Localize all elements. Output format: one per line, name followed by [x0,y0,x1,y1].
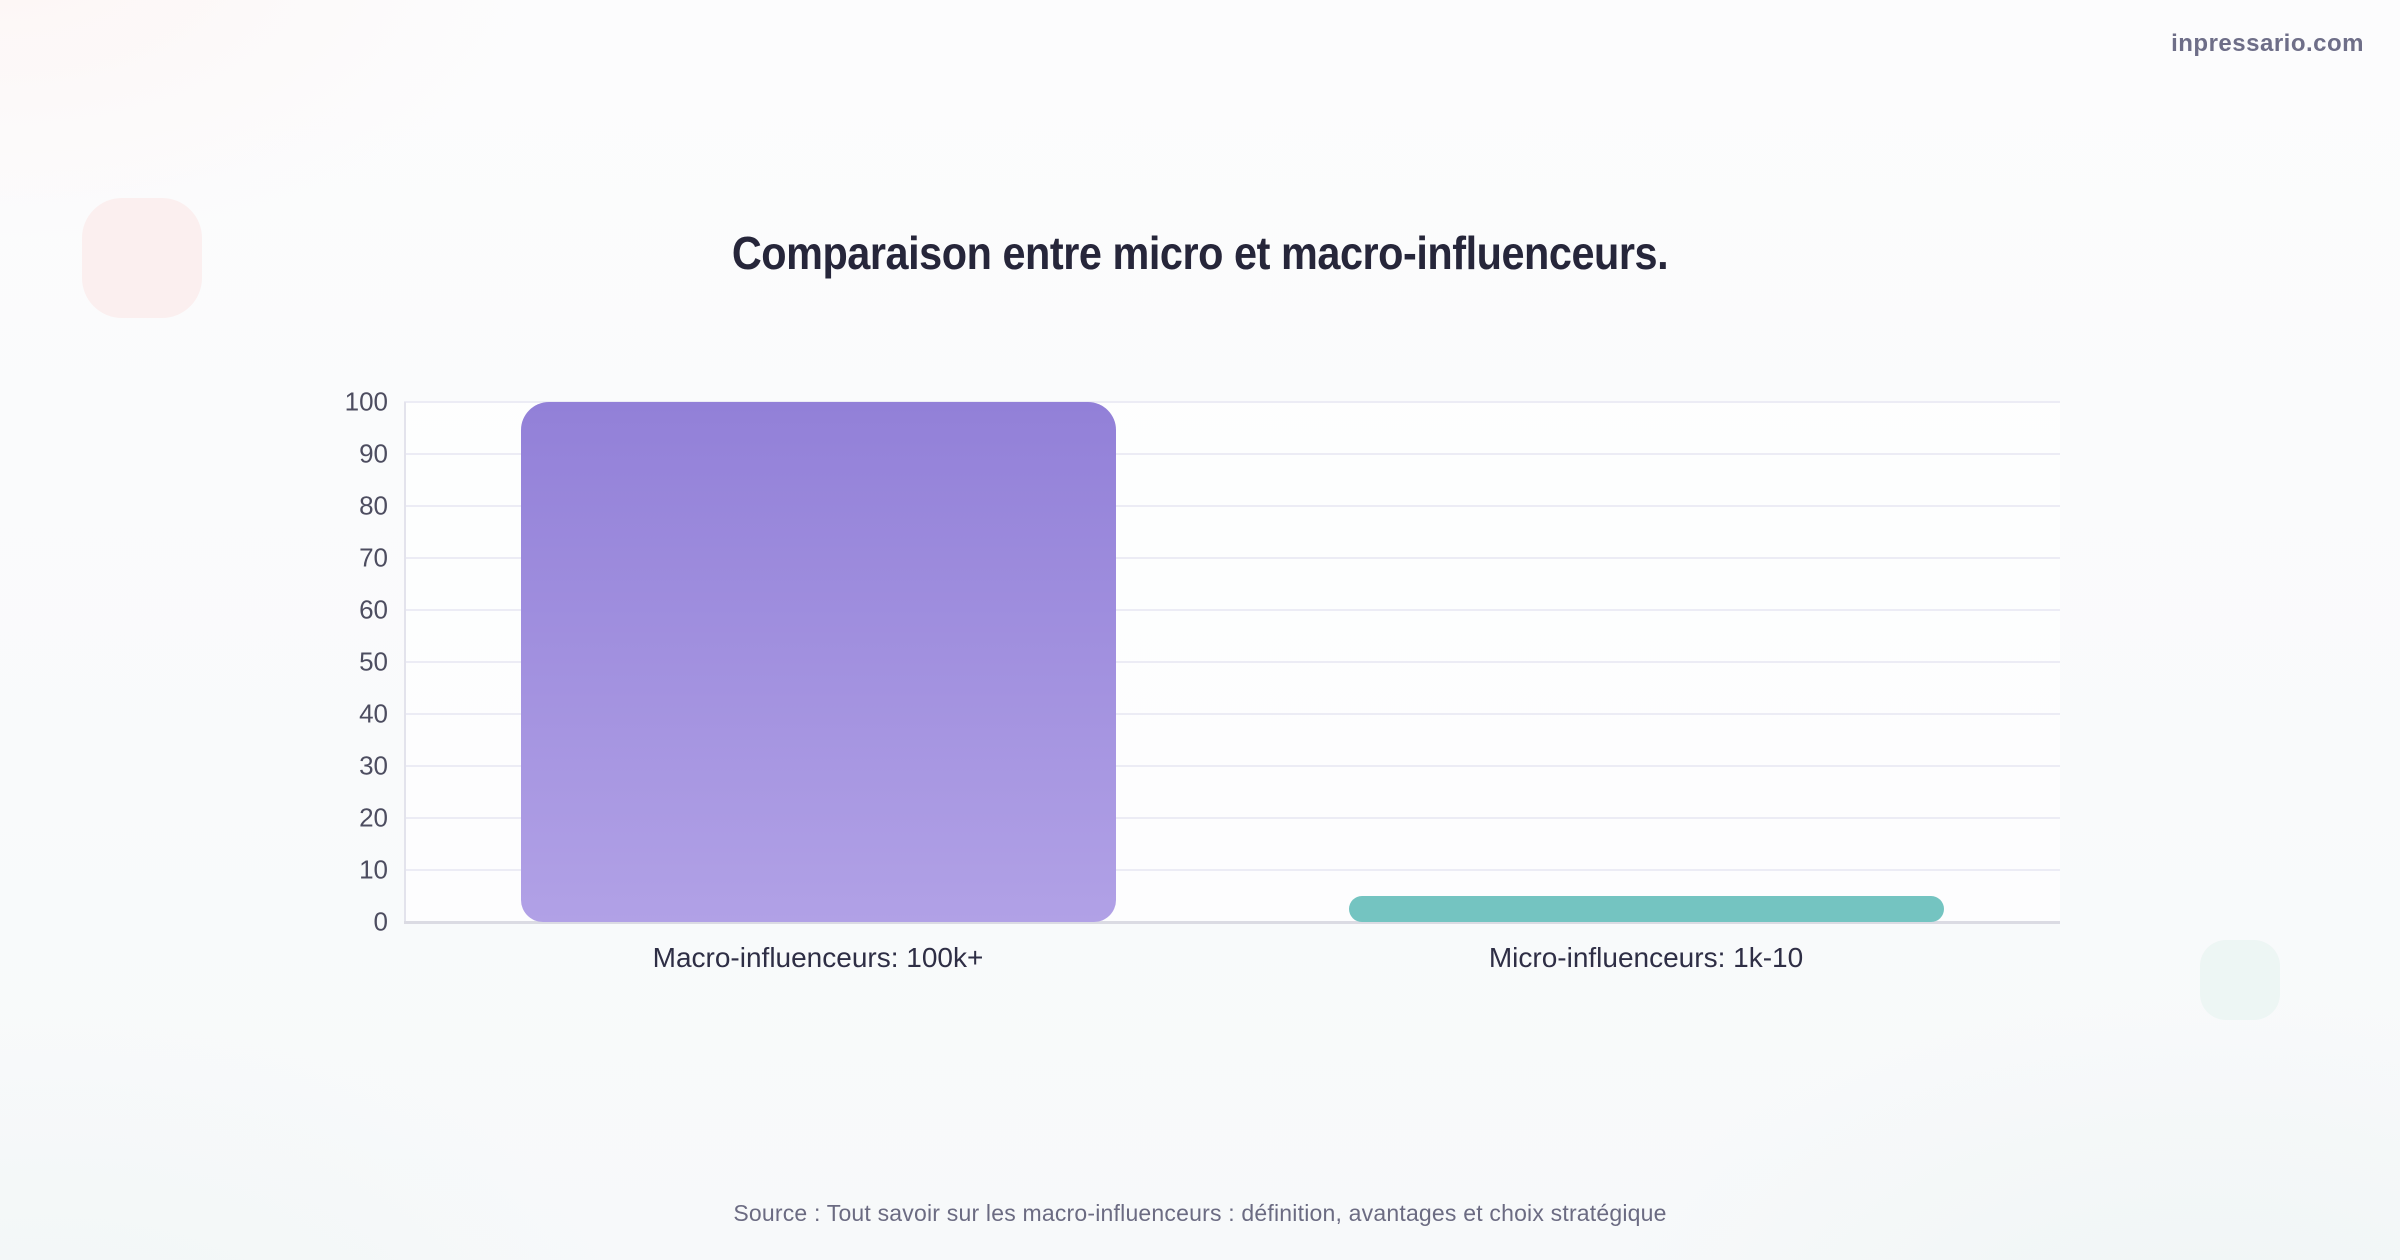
gridline [404,557,2060,559]
y-tick-label: 90 [359,438,388,469]
bar-0 [521,402,1116,922]
category-label: Macro-influenceurs: 100k+ [652,942,984,973]
chart-title: Comparaison entre micro et macro-influen… [731,227,1669,279]
bar-1 [1349,896,1944,922]
gridline [404,713,2060,715]
gridline [404,661,2060,663]
y-tick-label: 20 [359,802,388,833]
site-watermark: inpressario.com [2171,30,2364,57]
decorative-teal-square [2200,940,2280,1020]
y-axis-line [404,402,406,922]
y-tick-label: 0 [373,906,388,937]
gridline [404,765,2060,767]
plot-area: 0 10 20 30 40 50 60 70 80 90 100 Macro-influenceurs… [345,387,2060,973]
gridline [404,817,2060,819]
y-tick-label: 70 [359,542,388,573]
decorative-pink-square [82,198,202,318]
y-tick-label: 60 [359,594,388,625]
y-tick-label: 100 [344,386,388,417]
y-tick-label: 10 [359,854,388,885]
gridline [404,505,2060,507]
source-note: Source : Tout savoir sur les macro-influ… [733,1200,1667,1226]
x-axis-line [404,921,2060,924]
y-tick-label: 50 [359,646,388,677]
gridline [404,401,2060,403]
y-tick-label: 30 [359,750,388,781]
gridline [404,453,2060,455]
y-tick-label: 40 [359,698,388,729]
y-tick-label: 80 [359,490,388,521]
gridline [404,609,2060,611]
gridline [404,869,2060,871]
category-label: Micro-influenceurs: 1k-10 [1488,942,1804,973]
